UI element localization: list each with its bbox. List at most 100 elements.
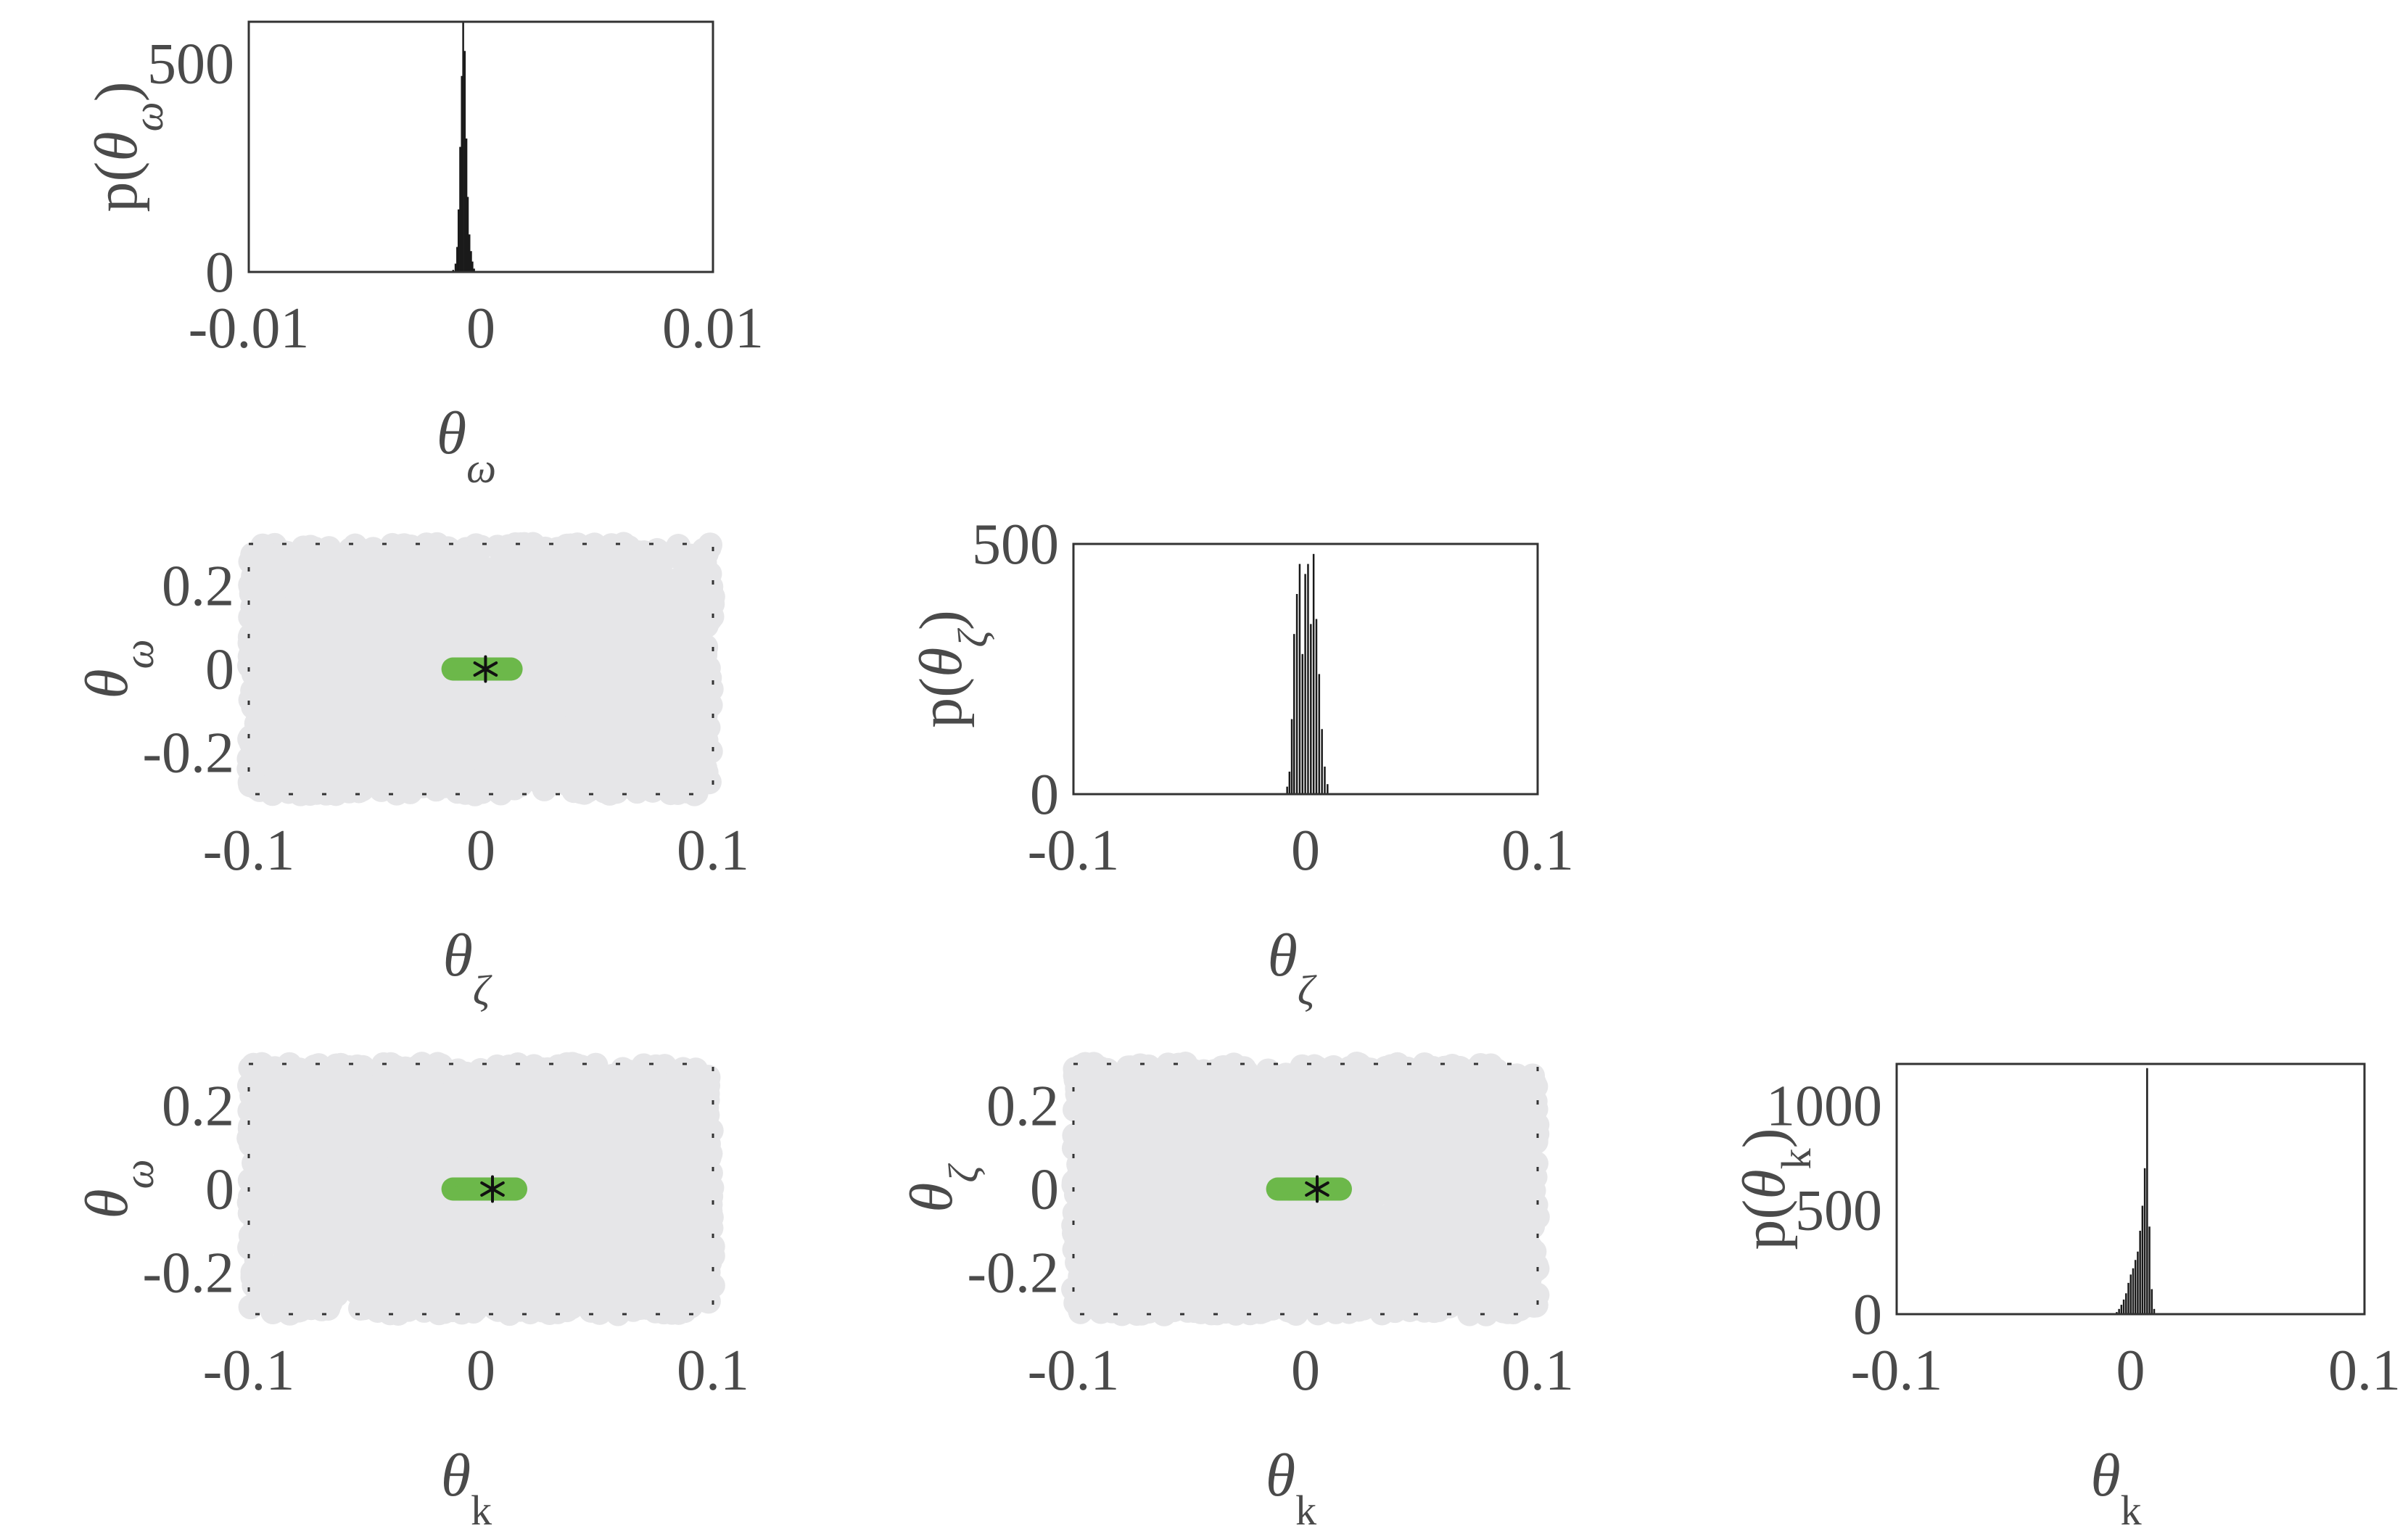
prior-point xyxy=(541,1146,566,1171)
x-tick-label: 0.01 xyxy=(662,297,764,360)
histogram-bar xyxy=(459,147,461,272)
prior-point xyxy=(598,759,623,784)
y-axis-label: p(θω) xyxy=(83,81,172,212)
prior-point xyxy=(636,684,661,709)
histogram-bar xyxy=(1318,674,1321,794)
prior-point xyxy=(350,1055,376,1080)
prior-point xyxy=(363,1089,389,1115)
prior-point xyxy=(322,1066,347,1091)
prior-point xyxy=(652,1154,677,1179)
histogram-bar xyxy=(473,268,475,272)
prior-point xyxy=(286,648,312,674)
prior-point xyxy=(338,537,363,562)
prior-point xyxy=(240,542,265,567)
prior-point xyxy=(569,555,595,580)
prior-point xyxy=(300,741,326,767)
x-tick-label: 0 xyxy=(466,1339,495,1403)
prior-point xyxy=(580,637,605,662)
prior-point xyxy=(553,537,579,562)
prior-point xyxy=(506,614,532,639)
prior-point xyxy=(650,1091,675,1116)
prior-point xyxy=(267,1125,292,1150)
histogram-bar xyxy=(466,197,469,272)
plot-area xyxy=(249,22,713,272)
prior-point xyxy=(609,1160,635,1185)
prior-point xyxy=(442,1241,468,1266)
prior-point xyxy=(582,579,607,604)
prior-point xyxy=(675,659,701,684)
prior-point xyxy=(632,712,658,738)
prior-point xyxy=(379,534,405,559)
prior-point xyxy=(326,661,352,687)
y-tick-label: 0 xyxy=(205,241,234,305)
prior-point xyxy=(567,1184,593,1210)
prior-point xyxy=(384,1284,410,1309)
y-tick-label: 0 xyxy=(1030,763,1059,827)
prior-point xyxy=(414,769,440,794)
prior-point xyxy=(683,780,709,806)
prior-point xyxy=(583,695,609,720)
histogram-bar xyxy=(461,75,463,272)
prior-point xyxy=(438,1142,463,1168)
histogram-bar xyxy=(1286,786,1288,794)
x-tick-label: 0.1 xyxy=(677,819,749,883)
prior-point xyxy=(395,553,421,579)
prior-point xyxy=(692,550,717,576)
prior-point xyxy=(630,583,655,608)
prior-point xyxy=(572,720,598,746)
y-tick-label: 0.2 xyxy=(162,1075,234,1139)
x-tick-label: 0 xyxy=(1291,819,1320,883)
prior-point xyxy=(596,614,622,640)
prior-point xyxy=(696,1065,721,1090)
y-axis-label: θω xyxy=(73,1159,162,1218)
prior-point xyxy=(667,1065,692,1090)
histogram-bar xyxy=(1321,729,1323,794)
prior-point xyxy=(452,750,477,775)
prior-point xyxy=(239,581,264,606)
y-tick-label: 0 xyxy=(205,638,234,702)
prior-point xyxy=(330,725,355,751)
y-tick-label: 0.2 xyxy=(162,555,234,619)
prior-point xyxy=(464,707,490,733)
histogram-bar xyxy=(1312,553,1315,794)
prior-point xyxy=(574,1119,599,1144)
prior-point xyxy=(597,1078,622,1104)
posterior-point xyxy=(499,657,523,681)
histogram-bar xyxy=(454,263,457,272)
x-tick-label: 0 xyxy=(466,819,495,883)
prior-point xyxy=(275,572,300,598)
x-axis-label: θζ xyxy=(443,922,492,1014)
prior-point xyxy=(661,641,686,667)
x-tick-label: -0.1 xyxy=(203,1339,295,1403)
prior-point xyxy=(274,1155,300,1181)
prior-point xyxy=(553,629,579,654)
prior-point xyxy=(456,589,482,614)
histogram-bar xyxy=(457,209,460,272)
prior-point xyxy=(241,1052,266,1078)
prior-point xyxy=(555,668,580,693)
prior-point xyxy=(443,684,469,709)
prior-point xyxy=(575,667,601,692)
prior-point xyxy=(517,743,543,768)
prior-point xyxy=(371,661,396,687)
prior-point xyxy=(361,1207,387,1232)
prior-point xyxy=(298,1245,323,1271)
prior-point xyxy=(565,1079,590,1105)
prior-point xyxy=(685,626,710,651)
prior-point xyxy=(347,1128,373,1153)
posterior-samples xyxy=(441,1177,527,1201)
prior-point xyxy=(421,591,446,616)
prior-point xyxy=(445,1058,471,1084)
prior-point xyxy=(568,1266,593,1291)
prior-point xyxy=(247,1255,272,1280)
histogram-bar xyxy=(1327,784,1329,794)
prior-point xyxy=(636,1286,661,1311)
prior-point xyxy=(388,682,413,707)
prior-point xyxy=(694,569,719,594)
prior-samples xyxy=(236,1052,725,1326)
histogram-bar xyxy=(1290,719,1293,794)
prior-point xyxy=(237,1168,263,1193)
prior-point xyxy=(587,1209,613,1234)
